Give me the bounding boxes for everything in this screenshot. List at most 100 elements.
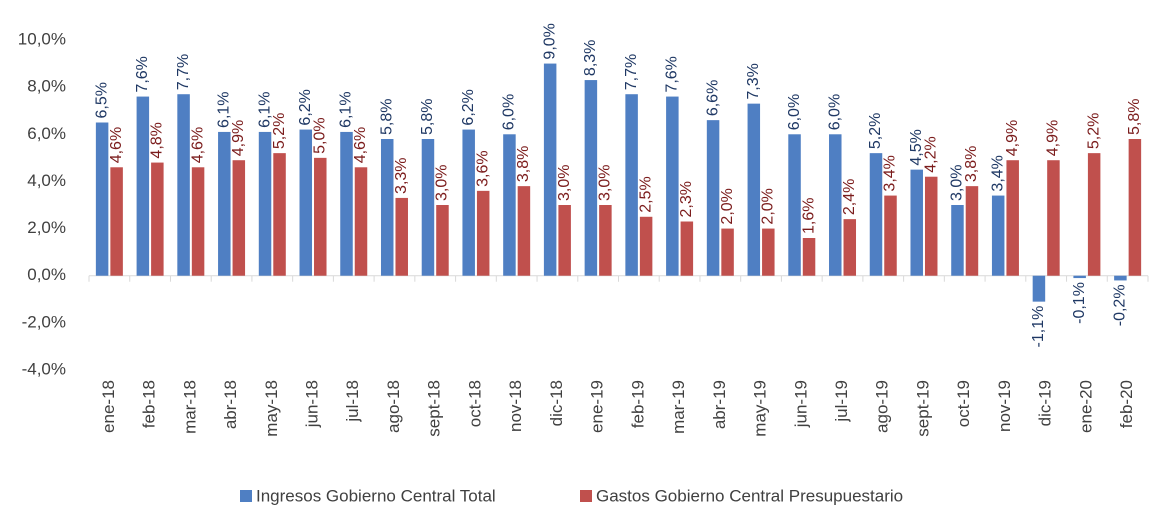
x-tick-label: jul-19	[832, 380, 851, 423]
bar	[136, 96, 150, 276]
value-label: 6,1%	[338, 91, 355, 127]
value-label: -0,2%	[1112, 284, 1129, 326]
bar	[802, 238, 816, 276]
value-label: 4,8%	[149, 122, 166, 158]
x-tick-label: ene-18	[99, 380, 118, 433]
value-label: 6,0%	[826, 94, 843, 130]
value-label: 3,8%	[515, 146, 532, 182]
x-tick-label: mar-19	[669, 380, 688, 434]
bar	[1087, 153, 1101, 276]
bar	[599, 205, 612, 276]
x-tick-label: jun-19	[791, 380, 810, 428]
value-label: 2,4%	[841, 179, 858, 215]
bar	[1006, 160, 1019, 276]
value-label: 5,2%	[867, 113, 884, 149]
y-tick-label: -4,0%	[22, 359, 66, 378]
bar	[1128, 139, 1142, 276]
legend-swatch	[580, 490, 592, 502]
bar	[273, 153, 286, 276]
value-label: -0,1%	[1071, 282, 1088, 324]
bar	[721, 228, 734, 276]
x-tick-label: feb-19	[628, 380, 647, 428]
bar	[476, 190, 490, 276]
x-tick-label: dic-18	[547, 380, 566, 426]
x-tick-label: ene-20	[1076, 380, 1095, 433]
value-label: 5,8%	[419, 99, 436, 135]
value-label: 4,9%	[230, 120, 247, 156]
x-tick-label: oct-18	[465, 380, 484, 427]
x-tick-label: may-19	[751, 380, 770, 437]
x-tick-label: jul-18	[343, 380, 362, 423]
value-label: 6,6%	[704, 80, 721, 116]
bar	[95, 122, 109, 276]
y-tick-label: 2,0%	[27, 218, 66, 237]
y-tick-label: 8,0%	[27, 77, 66, 96]
bar	[991, 195, 1005, 276]
legend-label: Gastos Gobierno Central Presupuestario	[596, 486, 903, 505]
bar	[1032, 275, 1046, 302]
x-tick-label: sept-19	[913, 380, 932, 437]
value-label: 3,3%	[393, 157, 410, 193]
value-label: 3,0%	[556, 165, 573, 201]
x-tick-label: ago-18	[384, 380, 403, 433]
value-label: 7,6%	[664, 56, 681, 92]
bar	[762, 228, 775, 276]
x-tick-label: may-18	[262, 380, 281, 437]
value-label: 3,4%	[989, 155, 1006, 191]
bar	[1047, 160, 1060, 276]
value-label: 6,2%	[460, 89, 477, 125]
bar	[503, 134, 516, 276]
bar	[1114, 275, 1127, 281]
value-label: 4,6%	[352, 127, 369, 163]
bar	[843, 219, 857, 276]
value-label: 5,2%	[271, 113, 288, 149]
bar	[666, 96, 679, 276]
bar	[354, 167, 368, 276]
y-tick-label: 0,0%	[27, 265, 66, 284]
x-tick-label: ene-19	[588, 380, 607, 433]
x-tick-label: abr-19	[710, 380, 729, 429]
value-label: 2,5%	[637, 176, 654, 212]
value-label: 4,5%	[908, 129, 925, 165]
value-label: 1,6%	[800, 198, 817, 234]
x-tick-label: feb-18	[140, 380, 159, 428]
bar	[110, 167, 123, 276]
bar	[884, 195, 897, 276]
value-label: 4,6%	[189, 127, 206, 163]
bar	[191, 167, 205, 276]
bar	[829, 134, 842, 276]
value-label: 7,6%	[134, 56, 151, 92]
bar	[558, 205, 571, 276]
bar	[747, 103, 761, 276]
bar	[1073, 275, 1086, 279]
value-label: 6,1%	[256, 91, 273, 127]
value-label: 4,9%	[1045, 120, 1062, 156]
value-label: 2,0%	[760, 188, 777, 224]
y-tick-label: -2,0%	[22, 312, 66, 331]
y-tick-label: 10,0%	[18, 29, 66, 48]
bar	[218, 131, 231, 276]
bar	[680, 221, 694, 276]
bar	[625, 94, 638, 276]
value-label: 9,0%	[541, 23, 558, 59]
bar	[517, 186, 531, 276]
bar	[951, 205, 964, 276]
legend-swatch	[240, 490, 252, 502]
bar	[380, 139, 394, 276]
bar	[869, 153, 883, 276]
value-label: 5,0%	[311, 117, 328, 153]
x-tick-label: dic-19	[1036, 380, 1055, 426]
value-label: 6,1%	[216, 91, 233, 127]
value-label: 7,3%	[745, 63, 762, 99]
x-tick-label: oct-19	[954, 380, 973, 427]
bar	[421, 139, 435, 276]
bar	[340, 131, 353, 276]
bar	[639, 216, 653, 276]
x-tick-label: jun-18	[303, 380, 322, 428]
bar	[584, 80, 598, 276]
value-label: 4,9%	[1004, 120, 1021, 156]
bar	[314, 157, 327, 276]
value-label: 5,8%	[378, 99, 395, 135]
value-label: 2,0%	[719, 188, 736, 224]
